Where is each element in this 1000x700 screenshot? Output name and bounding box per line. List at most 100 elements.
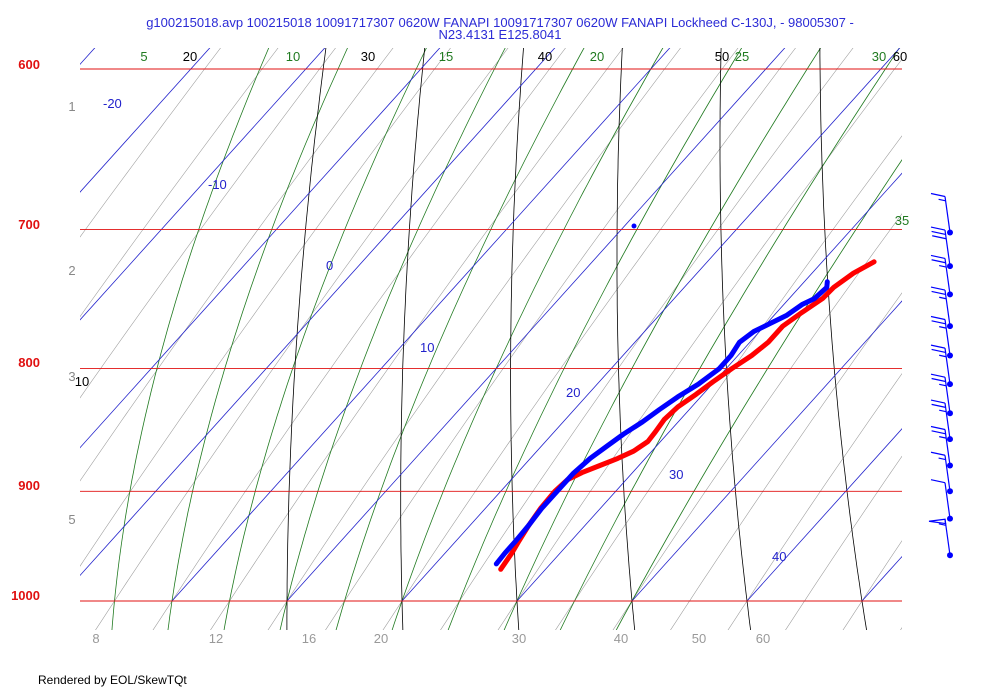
wind-barb-base (947, 323, 953, 330)
isotherm-line (286, 48, 786, 602)
mixing-ratio-line (842, 540, 902, 630)
isotherm-line (631, 300, 902, 602)
isotherm-line (401, 48, 901, 602)
mixing-ratio-line (497, 58, 902, 630)
moist-adiabat-line (503, 48, 821, 630)
mixing-ratio-line (95, 48, 509, 630)
mixing-ratio-label: 20 (374, 631, 388, 646)
wind-barb-base (947, 352, 953, 359)
wind-barb-half-feather (939, 436, 947, 439)
wind-barb-feather (931, 348, 946, 354)
wind-barb-base (947, 488, 953, 495)
temperature-trace (498, 259, 877, 572)
trace-point (631, 223, 637, 229)
mixing-ratio-label: 30 (512, 631, 526, 646)
pressure-tick-label: 900 (18, 478, 40, 493)
mixing-ratio-line (612, 213, 902, 630)
wind-barb-half-feather (938, 198, 946, 202)
height-label: 3 (68, 369, 75, 384)
wind-barb-feather (930, 192, 946, 198)
isotherm-line (80, 48, 211, 193)
dry-adiabat-label: 20 (183, 49, 197, 64)
wind-barb-shaft (944, 429, 951, 466)
isotherm-label: 40 (772, 549, 786, 564)
wind-barb-base (947, 462, 953, 469)
isobars (80, 68, 902, 602)
moist-adiabat-label: 10 (286, 49, 300, 64)
wind-barb-shaft (944, 482, 951, 519)
moist-adiabat-label: 35 (895, 213, 909, 228)
isotherm-line (80, 48, 556, 577)
chart-title-line1: g100215018.avp 100215018 10091717307 062… (146, 15, 854, 30)
wind-barb-feather (930, 399, 946, 404)
wind-barb-half-feather (939, 409, 947, 413)
mixing-ratio-label: 50 (692, 631, 706, 646)
sounding-traces (493, 223, 877, 572)
isotherm-label: -10 (208, 177, 227, 192)
wind-barb-feather (930, 451, 946, 456)
mixing-ratio-label: 16 (302, 631, 316, 646)
moist-adiabat-line (335, 48, 585, 630)
wind-barb-feather (930, 286, 946, 291)
wind-barb-shaft (944, 455, 951, 492)
mixing-ratio-line (267, 48, 681, 630)
moist-adiabat-label: 5 (140, 49, 147, 64)
wind-barb (930, 192, 953, 236)
mixing-ratio-line (670, 292, 902, 630)
wind-barb-half-feather (939, 326, 947, 329)
wind-barb-half-feather (939, 383, 947, 387)
wind-barb-feather (931, 320, 946, 325)
moist-adiabat-line (223, 48, 427, 630)
wind-barb-feather (931, 377, 946, 383)
isotherm-label: 30 (669, 467, 683, 482)
moist-adiabat-line (559, 48, 900, 630)
wind-barb (930, 315, 953, 359)
height-label: 5 (68, 512, 75, 527)
wind-barb-feather (930, 254, 946, 260)
wind-barb-base (947, 291, 953, 298)
wind-barb-flag (928, 518, 947, 525)
wind-barb (930, 254, 953, 298)
pressure-tick-label: 600 (18, 57, 40, 72)
wind-barb-half-feather (938, 457, 946, 461)
isotherm-label: 0 (326, 258, 333, 273)
isotherm-line (861, 555, 902, 602)
wind-barb-feather (930, 315, 946, 321)
wind-barb-feather (931, 259, 946, 264)
moist-adiabat-line (447, 48, 743, 630)
wind-barb (930, 344, 953, 388)
mixing-ratio-label: 60 (756, 631, 770, 646)
wind-barb (930, 451, 953, 495)
footer-credit: Rendered by EOL/SkewTQt (38, 673, 187, 687)
dry-adiabat-line (719, 48, 752, 630)
wind-barb-shaft (944, 402, 951, 440)
mixing-ratio-line (555, 135, 902, 630)
axis-labels: 600 700 800 900 1000 -20 -10 0 10 20 30 40 20 30 40 50 6… (11, 49, 909, 646)
dry-adiabat-label: 50 (715, 49, 729, 64)
wind-barb-feather (931, 290, 946, 295)
wind-barb-shaft (944, 196, 951, 233)
isotherm-line (80, 48, 326, 321)
wind-barb (930, 479, 953, 522)
mixing-ratio-line (80, 48, 279, 318)
moist-adiabat-line (391, 48, 664, 630)
height-label: 2 (68, 263, 75, 278)
mixing-ratio-label: 8 (92, 631, 99, 646)
mixing-ratio-line (210, 48, 624, 630)
height-label: 1 (68, 99, 75, 114)
wind-barb-shaft (944, 348, 951, 385)
dewpoint-trace (493, 279, 830, 567)
isotherm-label: 20 (566, 385, 580, 400)
mixing-ratio-line (785, 455, 902, 630)
wind-barb-half-feather (938, 523, 946, 526)
wind-barb (930, 226, 953, 270)
wind-barb-half-feather (939, 296, 947, 300)
dry-adiabat-label: 30 (361, 49, 375, 64)
dry-adiabat-line (400, 48, 426, 630)
mixing-ratio-label: 40 (614, 631, 628, 646)
moist-adiabats (111, 48, 902, 630)
moist-adiabat-label: 30 (872, 49, 886, 64)
isotherm-label: 10 (420, 340, 434, 355)
mixing-ratio-line (325, 48, 739, 630)
